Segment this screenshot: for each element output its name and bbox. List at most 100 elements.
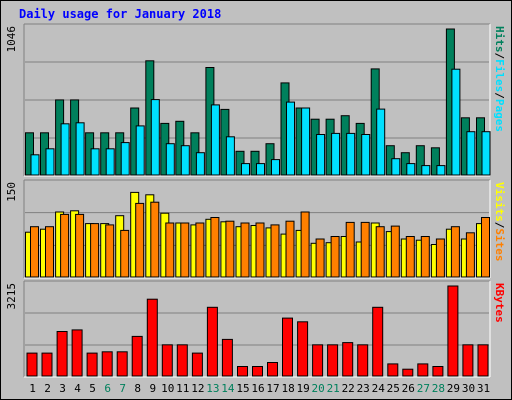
bar-kbytes <box>131 335 143 377</box>
bar-kbytes <box>86 352 98 377</box>
bar-files <box>361 134 371 176</box>
bar-kbytes <box>252 366 263 377</box>
x-tick-label: 16 <box>251 382 264 395</box>
bar-files <box>165 143 175 176</box>
bar-files <box>225 136 235 176</box>
x-tick-label: 14 <box>221 382 235 395</box>
x-tick-label: 4 <box>74 382 81 395</box>
bar-kbytes <box>312 344 324 377</box>
x-tick-label: 18 <box>281 382 294 395</box>
bar-files <box>195 152 205 176</box>
bar-files <box>256 163 265 176</box>
bar-sites <box>120 229 130 278</box>
bar-hits <box>430 147 440 176</box>
bar-files <box>481 131 491 176</box>
y-max-label: 150 <box>5 182 18 202</box>
x-tick-label: 12 <box>191 382 204 395</box>
legend-pages: Pages <box>493 99 506 132</box>
bar-kbytes <box>161 344 173 377</box>
legend-files: Files <box>493 59 506 92</box>
bar-sites <box>375 226 385 278</box>
x-tick-label: 10 <box>161 382 174 395</box>
legend-kbytes: KBytes <box>493 283 506 323</box>
bar-kbytes <box>462 344 474 377</box>
bar-files <box>30 154 40 176</box>
bar-kbytes <box>357 344 369 377</box>
bar-files <box>90 148 100 176</box>
x-tick-label: 22 <box>342 382 355 395</box>
legend-visits: Visits <box>493 182 506 222</box>
x-tick-label: 27 <box>417 382 430 395</box>
y-max-label: 3215 <box>5 283 18 310</box>
bar-sites <box>240 222 250 278</box>
bar-kbytes <box>477 344 489 377</box>
bar-sites <box>360 221 370 278</box>
x-tick-label: 24 <box>372 382 386 395</box>
x-tick-label: 11 <box>176 382 189 395</box>
bar-sites <box>481 217 490 278</box>
x-tick-label: 9 <box>149 382 156 395</box>
x-tick-label: 26 <box>402 382 415 395</box>
bar-files <box>466 131 476 176</box>
legend-labels: Hits/Files/Pages <box>493 26 506 132</box>
bar-files <box>180 145 190 176</box>
bar-kbytes <box>417 363 429 377</box>
bar-files <box>120 142 130 176</box>
bar-sites <box>465 232 475 278</box>
bar-kbytes <box>387 363 399 377</box>
bar-files <box>135 125 145 176</box>
bar-files <box>391 158 401 176</box>
bar-sites <box>255 222 265 278</box>
bar-files <box>421 165 431 176</box>
bar-kbytes <box>101 351 113 377</box>
bar-sites <box>225 220 235 278</box>
bar-sites <box>105 224 115 278</box>
bar-files <box>150 99 160 176</box>
bar-kbytes <box>327 344 339 377</box>
bar-kbytes <box>71 329 83 377</box>
bar-kbytes <box>146 298 158 377</box>
bar-sites <box>405 236 415 278</box>
legend-labels: KBytes <box>493 283 506 323</box>
legend-separator: / <box>493 222 506 229</box>
bar-sites <box>300 211 310 278</box>
bar-kbytes <box>206 306 218 377</box>
bar-files <box>451 68 461 176</box>
x-tick-label: 3 <box>59 382 66 395</box>
x-tick-label: 5 <box>89 382 96 395</box>
x-tick-label: 2 <box>44 382 51 395</box>
bar-sites <box>210 217 220 278</box>
bar-files <box>60 123 70 176</box>
bar-sites <box>30 226 39 278</box>
legend-hits: Hits <box>493 26 506 53</box>
bar-kbytes <box>342 342 354 377</box>
bar-sites <box>420 236 430 278</box>
x-tick-label: 8 <box>134 382 141 395</box>
bar-kbytes <box>26 352 38 377</box>
bar-files <box>331 132 341 176</box>
bar-files <box>241 163 250 176</box>
bar-sites <box>90 223 100 278</box>
bar-files <box>210 104 220 176</box>
bar-kbytes <box>282 317 293 377</box>
bar-kbytes <box>447 285 459 377</box>
x-tick-label: 31 <box>477 382 490 395</box>
bar-kbytes <box>116 351 128 377</box>
bar-kbytes <box>176 344 188 377</box>
bar-kbytes <box>56 331 68 377</box>
bar-files <box>376 108 386 176</box>
legend-separator: / <box>493 92 506 99</box>
chart-title: Daily usage for January 2018 <box>19 7 222 21</box>
bar-kbytes <box>432 366 444 377</box>
y-max-label: 1046 <box>5 26 18 53</box>
bar-files <box>406 163 416 176</box>
bar-files <box>316 134 326 176</box>
legend-separator: / <box>493 53 506 60</box>
bar-files <box>105 148 115 176</box>
x-tick-label: 13 <box>206 382 219 395</box>
bar-files <box>301 107 311 176</box>
bar-sites <box>435 238 445 278</box>
bar-sites <box>150 201 160 278</box>
bar-files <box>436 165 446 176</box>
bar-files <box>286 101 295 176</box>
